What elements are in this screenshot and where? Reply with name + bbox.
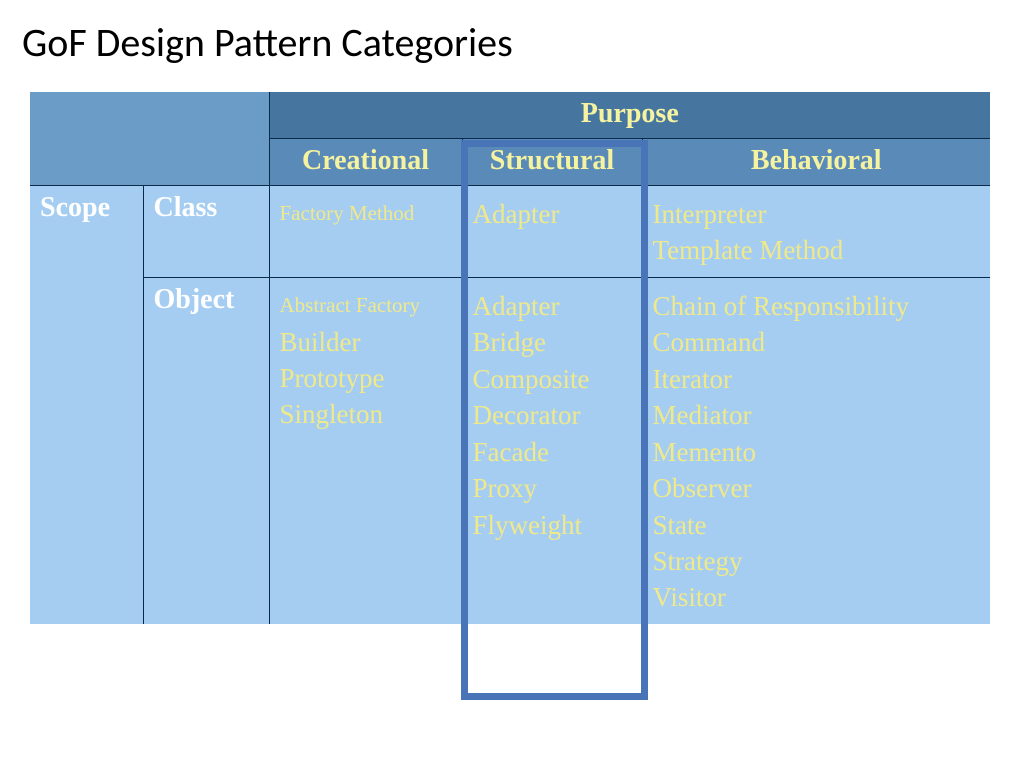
pattern-item: Interpreter bbox=[653, 196, 981, 232]
header-behavioral: Behavioral bbox=[642, 139, 990, 186]
pattern-item: Strategy bbox=[653, 543, 981, 579]
pattern-item: State bbox=[653, 507, 981, 543]
pattern-item: Builder bbox=[280, 324, 452, 360]
pattern-item: Iterator bbox=[653, 361, 981, 397]
pattern-item: Decorator bbox=[473, 397, 632, 433]
cell-class-creational: Factory Method bbox=[269, 186, 462, 278]
pattern-item: Bridge bbox=[473, 324, 632, 360]
pattern-item: Adapter bbox=[473, 288, 632, 324]
cell-class-structural: Adapter bbox=[462, 186, 642, 278]
pattern-item: Template Method bbox=[653, 232, 981, 268]
cell-class-behavioral: InterpreterTemplate Method bbox=[642, 186, 990, 278]
page-title: GoF Design Pattern Categories bbox=[0, 0, 1020, 67]
pattern-item: Memento bbox=[653, 434, 981, 470]
header-scope: Scope bbox=[30, 186, 143, 624]
pattern-item: Adapter bbox=[473, 196, 632, 232]
pattern-item: Composite bbox=[473, 361, 632, 397]
pattern-item: Abstract Factory bbox=[280, 288, 452, 324]
table-container: Purpose Creational Structural Behavioral… bbox=[30, 92, 990, 624]
pattern-item: Prototype bbox=[280, 360, 452, 396]
header-class: Class bbox=[143, 186, 269, 278]
pattern-item: Command bbox=[653, 324, 981, 360]
cell-object-behavioral: Chain of ResponsibilityCommandIteratorMe… bbox=[642, 277, 990, 623]
pattern-item: Factory Method bbox=[280, 196, 452, 232]
header-purpose: Purpose bbox=[269, 92, 990, 139]
pattern-item: Mediator bbox=[653, 397, 981, 433]
header-object: Object bbox=[143, 277, 269, 623]
cell-object-creational: Abstract FactoryBuilderPrototypeSingleto… bbox=[269, 277, 462, 623]
pattern-item: Visitor bbox=[653, 579, 981, 615]
header-structural: Structural bbox=[462, 139, 642, 186]
pattern-item: Observer bbox=[653, 470, 981, 506]
header-creational: Creational bbox=[269, 139, 462, 186]
gof-table: Purpose Creational Structural Behavioral… bbox=[30, 92, 990, 624]
pattern-item: Singleton bbox=[280, 396, 452, 432]
pattern-item: Flyweight bbox=[473, 507, 632, 543]
corner-cell bbox=[30, 92, 269, 186]
cell-object-structural: AdapterBridgeCompositeDecoratorFacadePro… bbox=[462, 277, 642, 623]
pattern-item: Proxy bbox=[473, 470, 632, 506]
pattern-item: Chain of Responsibility bbox=[653, 288, 981, 324]
pattern-item: Facade bbox=[473, 434, 632, 470]
